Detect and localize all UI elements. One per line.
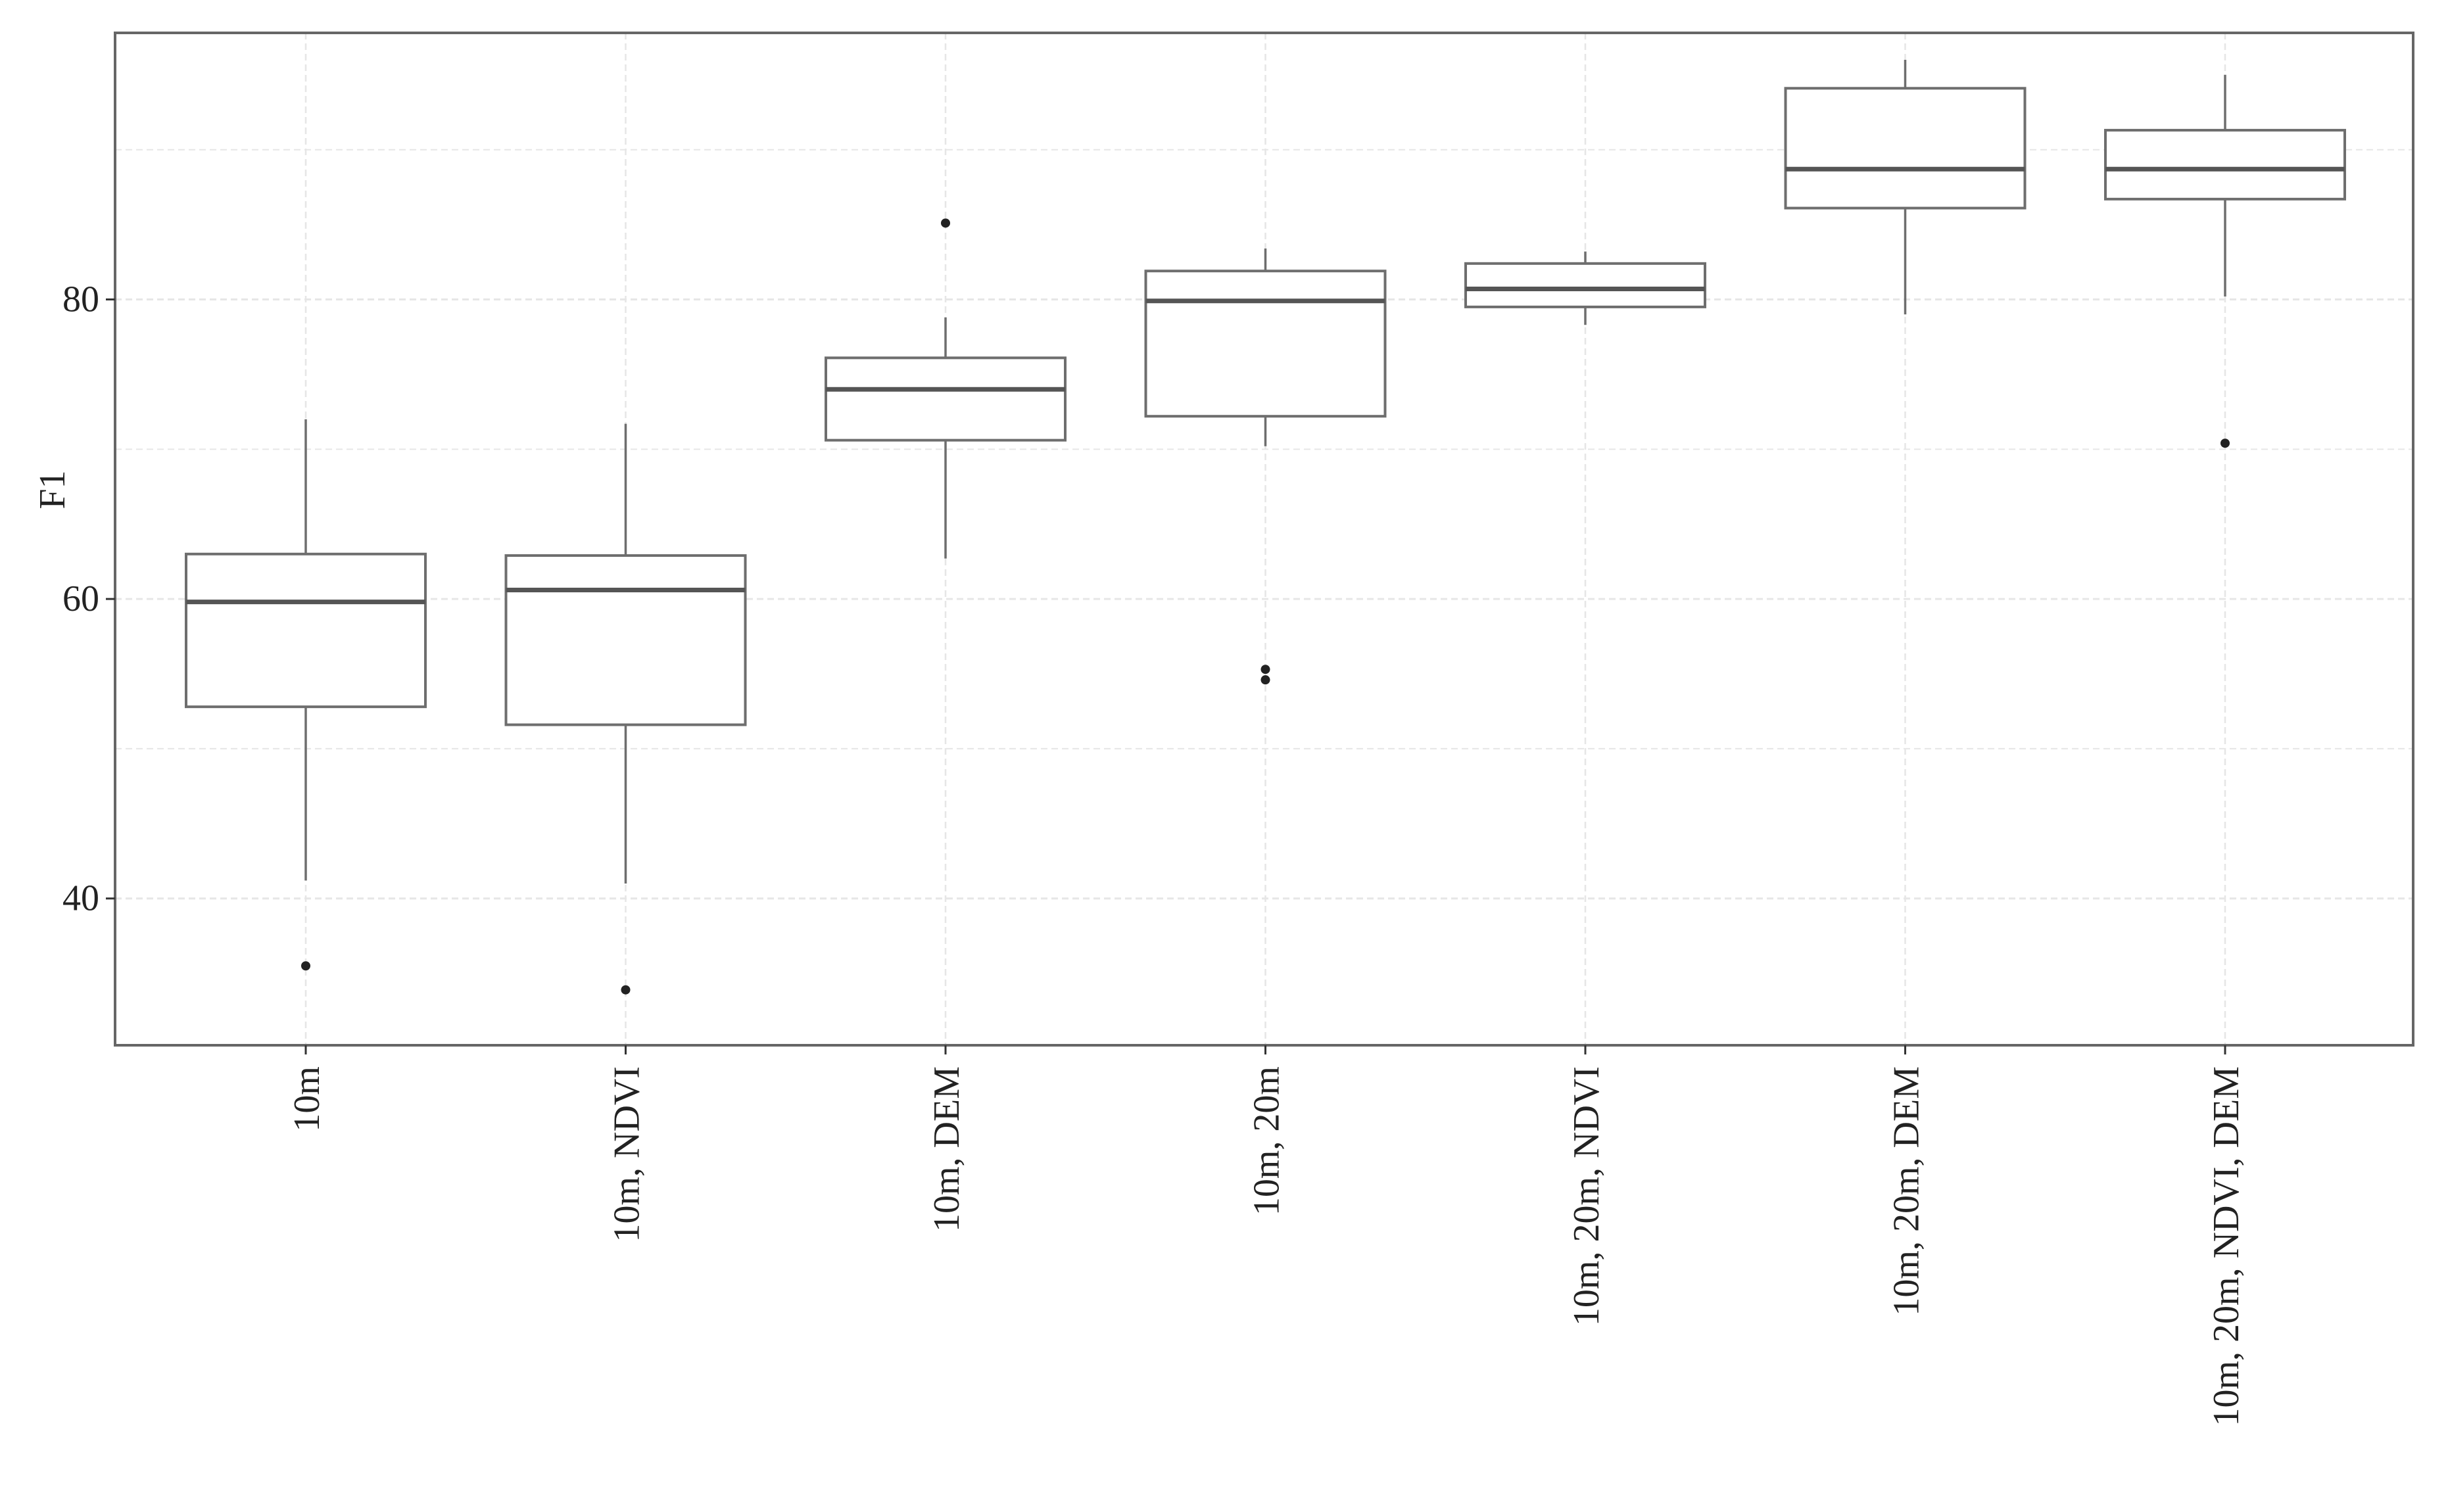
x-tick-label: 10m, 20m, DEM: [1886, 1066, 1927, 1316]
box-iqr: [1784, 87, 2027, 210]
x-tick-label: 10m, 20m, NDVI: [1566, 1066, 1607, 1326]
box-iqr: [504, 554, 747, 726]
box-iqr: [1144, 270, 1387, 418]
x-tick-label: 10m, NDVI: [607, 1066, 648, 1242]
box-6: [1784, 60, 2027, 315]
outlier-point: [2220, 438, 2230, 448]
box-1: [185, 419, 427, 971]
y-tick-label: 80: [62, 279, 99, 320]
y-tick-label: 60: [62, 579, 99, 619]
box-3: [825, 218, 1067, 559]
x-tick-label: 10m, DEM: [926, 1066, 967, 1232]
box-iqr: [2104, 129, 2346, 201]
outlier-point: [1260, 675, 1270, 685]
x-tick-label: 10m: [287, 1066, 327, 1132]
y-tick-label: 40: [62, 878, 99, 919]
box-7: [2104, 74, 2346, 448]
box-5: [1464, 251, 1706, 325]
box-iqr: [185, 552, 427, 709]
box-iqr: [1464, 262, 1706, 308]
box-layer: [185, 60, 2346, 995]
x-tick-label: 10m, 20m, NDVI, DEM: [2206, 1066, 2247, 1427]
outlier-point: [1260, 665, 1270, 674]
box-2: [504, 423, 747, 995]
y-axis: 40 60 80: [62, 279, 115, 919]
outlier-point: [941, 218, 950, 228]
x-axis: 10m 10m, NDVI 10m, DEM 10m, 20m 10m, 20m, ND…: [287, 1045, 2247, 1427]
outlier-point: [621, 985, 631, 995]
y-axis-title: F1: [32, 470, 73, 509]
box-iqr: [825, 356, 1067, 442]
box-4: [1144, 248, 1387, 685]
x-tick-label: 10m, 20m: [1247, 1066, 1287, 1216]
plot-panel-border: [114, 32, 2414, 1047]
outlier-point: [301, 961, 310, 971]
